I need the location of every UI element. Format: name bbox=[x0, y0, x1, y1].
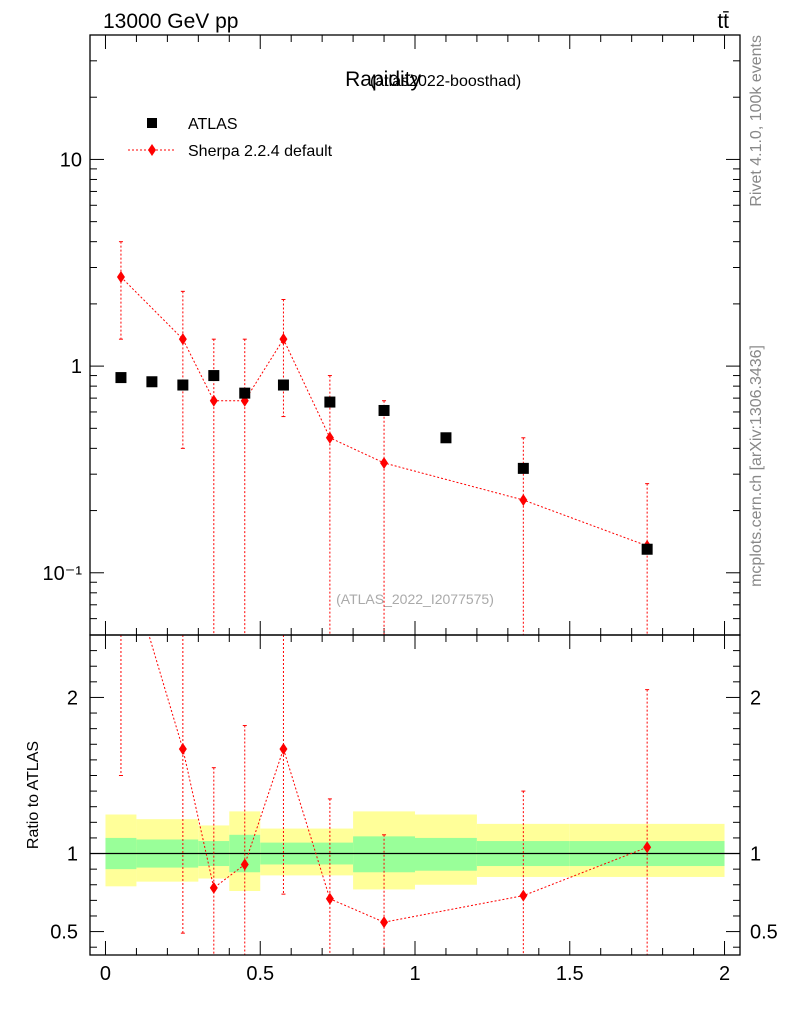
main-ytick-label: 1 bbox=[71, 356, 82, 378]
ratio-sherpa-point bbox=[519, 889, 528, 902]
ratio-sherpa-point bbox=[380, 916, 389, 929]
ratio-sherpa-point bbox=[643, 841, 652, 854]
energy-label: 13000 GeV pp bbox=[103, 10, 238, 33]
ratio-sherpa-point bbox=[325, 892, 334, 905]
ratio-band-green bbox=[415, 837, 477, 871]
ratio-xtick-label: 0 bbox=[100, 963, 111, 985]
ratio-tick-labels: 2 2 1 1 0.5 0.5 0 0.5 1 1.5 2 bbox=[50, 687, 778, 985]
atlas-point bbox=[324, 396, 336, 408]
ratio-band-green bbox=[353, 836, 415, 873]
ratio-uncertainty-bands bbox=[105, 811, 725, 891]
ratio-ylabel: Ratio to ATLAS bbox=[25, 741, 42, 849]
sherpa-point bbox=[380, 456, 389, 469]
mcplots-label: mcplots.cern.ch [arXiv:1306.3436] bbox=[748, 345, 765, 587]
ratio-ytick-label-left: 1 bbox=[67, 844, 78, 866]
rivet-label: Rivet 4.1.0, 100k events bbox=[748, 35, 765, 207]
main-sherpa-series bbox=[116, 241, 652, 636]
main-panel: 10 1 10⁻¹ Rapidity (atlas2022-boosthad) (A… bbox=[43, 34, 741, 636]
ratio-xtick-label: 1 bbox=[409, 963, 420, 985]
ratio-sherpa-point bbox=[279, 742, 288, 755]
ratio-ytick-label-right: 0.5 bbox=[750, 922, 778, 944]
ratio-ytick-label-left: 2 bbox=[67, 687, 78, 709]
ratio-plot-frame bbox=[89, 634, 741, 956]
ratio-ytick-label-right: 1 bbox=[750, 844, 761, 866]
process-label: tt̄ bbox=[717, 10, 729, 33]
analysis-watermark: (ATLAS_2022_I2077575) bbox=[336, 591, 494, 607]
ratio-panel: 2 2 1 1 0.5 0.5 0 0.5 1 1.5 2 Ratio to ATLAS bbox=[25, 535, 778, 985]
legend: ATLAS Sherpa 2.2.4 default bbox=[128, 116, 333, 160]
ratio-sherpa-point bbox=[240, 858, 249, 871]
chart-title: Rapidity bbox=[345, 68, 421, 91]
legend-sherpa-marker bbox=[148, 144, 156, 156]
ratio-xtick-label: 2 bbox=[719, 963, 730, 985]
atlas-point bbox=[208, 370, 220, 382]
atlas-point bbox=[440, 432, 452, 444]
ratio-ytick-label-right: 2 bbox=[750, 687, 761, 709]
legend-sherpa-label: Sherpa 2.2.4 default bbox=[188, 143, 333, 160]
ratio-sherpa-series bbox=[117, 535, 652, 955]
sherpa-point bbox=[325, 431, 334, 444]
atlas-point bbox=[517, 462, 529, 474]
chart-subtitle: (atlas2022-boosthad) bbox=[370, 73, 521, 90]
main-ytick-label: 10 bbox=[60, 149, 82, 171]
sherpa-point bbox=[178, 333, 187, 346]
ratio-sherpa-point bbox=[209, 881, 218, 894]
ratio-sherpa-point bbox=[117, 535, 125, 547]
main-atlas-series bbox=[115, 370, 653, 555]
ratio-sherpa-point bbox=[178, 742, 187, 755]
atlas-point bbox=[378, 404, 390, 416]
atlas-point bbox=[115, 372, 127, 384]
legend-atlas-marker bbox=[147, 118, 157, 128]
main-ytick-label: 10⁻¹ bbox=[43, 563, 83, 585]
atlas-point bbox=[277, 379, 289, 391]
atlas-point bbox=[641, 543, 653, 555]
sherpa-point bbox=[519, 493, 528, 506]
ratio-sherpa-line bbox=[148, 635, 648, 923]
ratio-xtick-label: 0.5 bbox=[246, 963, 274, 985]
ratio-ytick-label-left: 0.5 bbox=[50, 922, 78, 944]
atlas-point bbox=[146, 376, 158, 388]
legend-atlas-label: ATLAS bbox=[188, 116, 238, 133]
sherpa-point bbox=[116, 270, 125, 283]
sherpa-point bbox=[209, 394, 218, 407]
main-ytick-labels: 10 1 10⁻¹ bbox=[43, 149, 83, 584]
ratio-xtick-label: 1.5 bbox=[556, 963, 584, 985]
atlas-point bbox=[177, 379, 189, 391]
ratio-ticks bbox=[90, 635, 740, 955]
sherpa-point bbox=[279, 333, 288, 346]
atlas-point bbox=[239, 387, 251, 399]
